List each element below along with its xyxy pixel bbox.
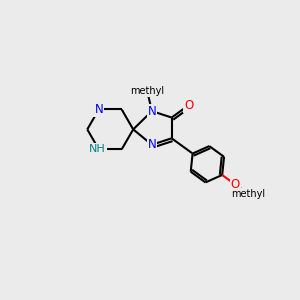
Text: methyl: methyl [231, 189, 266, 199]
Text: O: O [184, 99, 194, 112]
Text: N: N [148, 138, 156, 151]
Text: N: N [148, 105, 156, 118]
Text: O: O [231, 178, 240, 191]
Text: methyl: methyl [130, 86, 164, 96]
Text: N: N [94, 103, 103, 116]
Text: NH: NH [89, 144, 106, 154]
